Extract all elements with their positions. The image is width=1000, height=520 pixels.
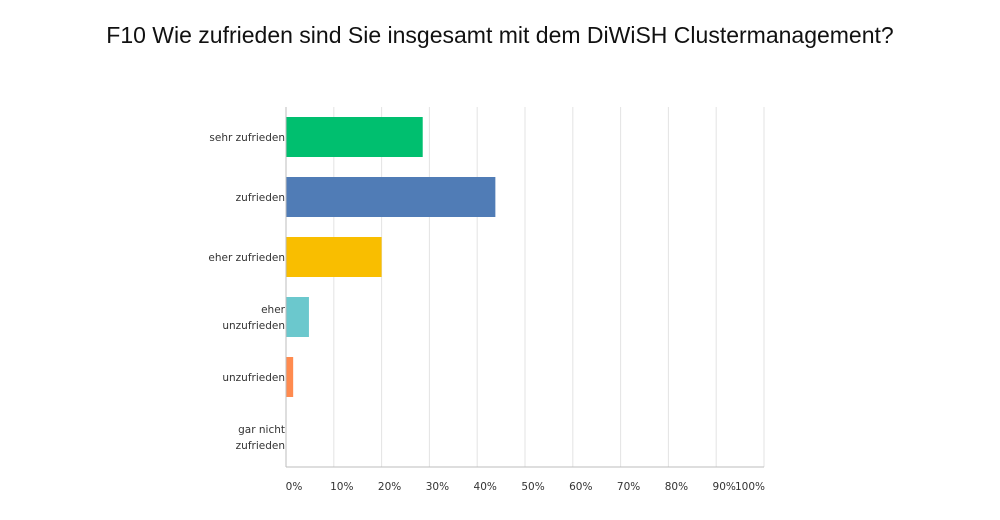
x-tick-label: 80% [665, 481, 688, 493]
bar [286, 177, 496, 217]
category-label: eher zufrieden [208, 252, 285, 264]
x-tick-label: 40% [474, 481, 497, 493]
x-tick-label: 0% [286, 481, 303, 493]
bar [286, 237, 382, 277]
x-tick-label: 20% [378, 481, 401, 493]
axes [285, 107, 764, 468]
category-label: sehr zufrieden [209, 132, 285, 144]
category-label: unzufrieden [222, 320, 285, 332]
x-tick-label: 100% [735, 481, 765, 493]
x-tick-label: 90% [713, 481, 736, 493]
x-tick-label: 10% [330, 481, 353, 493]
category-label: zufrieden [236, 440, 285, 452]
x-tick-label: 70% [617, 481, 640, 493]
category-labels: sehr zufrieden zufrieden eher zufrieden ehe… [208, 132, 285, 452]
x-tick-label: 30% [426, 481, 449, 493]
category-label: zufrieden [236, 192, 285, 204]
category-label: eher [261, 304, 286, 316]
x-tick-label: 60% [569, 481, 592, 493]
category-label: unzufrieden [222, 372, 285, 384]
x-tick-label: 50% [521, 481, 544, 493]
bar [286, 117, 423, 157]
gridlines [333, 107, 765, 467]
chart-title: F10 Wie zufrieden sind Sie insgesamt mit… [106, 22, 894, 48]
x-tick-labels: 0% 10% 20% 30% 40% 50% 60% 70% 80% 90% 100% [286, 481, 765, 493]
category-label: gar nicht [238, 424, 285, 436]
bar [286, 297, 309, 337]
bar [286, 357, 294, 397]
bars [286, 117, 496, 397]
